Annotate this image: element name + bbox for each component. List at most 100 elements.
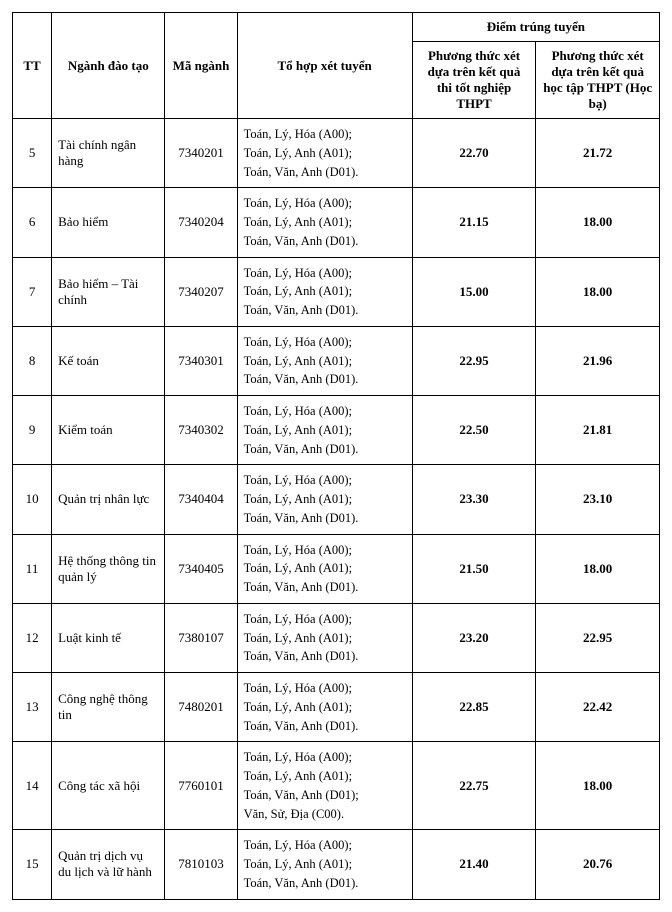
cell-tt: 14 [13, 742, 52, 830]
cell-tt: 5 [13, 119, 52, 188]
admission-scores-table: TT Ngành đào tạo Mã ngành Tổ hợp xét tuy… [12, 12, 660, 900]
cell-tt: 8 [13, 326, 52, 395]
cell-ma: 7760101 [165, 742, 237, 830]
tohop-line: Toán, Lý, Hóa (A00); [244, 748, 406, 767]
cell-score-thpt: 23.30 [412, 465, 536, 534]
cell-ma: 7340207 [165, 257, 237, 326]
cell-nganh: Kiểm toán [52, 396, 165, 465]
tohop-line: Toán, Lý, Anh (A01); [244, 490, 406, 509]
cell-tohop: Toán, Lý, Hóa (A00);Toán, Lý, Anh (A01);… [237, 465, 412, 534]
tohop-line: Toán, Văn, Anh (D01). [244, 163, 406, 182]
tohop-line: Toán, Lý, Hóa (A00); [244, 402, 406, 421]
cell-ma: 7340201 [165, 119, 237, 188]
tohop-line: Toán, Lý, Anh (A01); [244, 698, 406, 717]
cell-tt: 9 [13, 396, 52, 465]
tohop-line: Toán, Lý, Hóa (A00); [244, 194, 406, 213]
cell-nganh: Công nghệ thông tin [52, 673, 165, 742]
tohop-line: Toán, Lý, Hóa (A00); [244, 125, 406, 144]
col-ma: Mã ngành [165, 13, 237, 119]
cell-score-thpt: 22.50 [412, 396, 536, 465]
col-nganh: Ngành đào tạo [52, 13, 165, 119]
cell-ma: 7340301 [165, 326, 237, 395]
cell-nganh: Kế toán [52, 326, 165, 395]
tohop-line: Toán, Lý, Anh (A01); [244, 629, 406, 648]
cell-nganh: Quản trị nhân lực [52, 465, 165, 534]
tohop-line: Toán, Văn, Anh (D01). [244, 301, 406, 320]
table-row: 12Luật kinh tế7380107Toán, Lý, Hóa (A00)… [13, 603, 660, 672]
cell-tt: 13 [13, 673, 52, 742]
cell-tt: 6 [13, 188, 52, 257]
cell-ma: 7340204 [165, 188, 237, 257]
cell-score-hocba: 18.00 [536, 742, 660, 830]
cell-ma: 7810103 [165, 830, 237, 899]
table-row: 5Tài chính ngân hàng7340201Toán, Lý, Hóa… [13, 119, 660, 188]
tohop-line: Toán, Lý, Hóa (A00); [244, 836, 406, 855]
cell-ma: 7340404 [165, 465, 237, 534]
cell-tt: 10 [13, 465, 52, 534]
tohop-line: Toán, Văn, Anh (D01). [244, 509, 406, 528]
tohop-line: Toán, Lý, Hóa (A00); [244, 610, 406, 629]
cell-score-thpt: 21.15 [412, 188, 536, 257]
cell-tohop: Toán, Lý, Hóa (A00);Toán, Lý, Anh (A01);… [237, 119, 412, 188]
cell-score-thpt: 23.20 [412, 603, 536, 672]
table-row: 14Công tác xã hội7760101Toán, Lý, Hóa (A… [13, 742, 660, 830]
cell-score-thpt: 15.00 [412, 257, 536, 326]
cell-score-thpt: 22.95 [412, 326, 536, 395]
table-row: 8Kế toán7340301Toán, Lý, Hóa (A00);Toán,… [13, 326, 660, 395]
cell-ma: 7380107 [165, 603, 237, 672]
cell-tohop: Toán, Lý, Hóa (A00);Toán, Lý, Anh (A01);… [237, 326, 412, 395]
table-row: 9Kiểm toán7340302 Toán, Lý, Hóa (A00); Toá… [13, 396, 660, 465]
cell-ma: 7340405 [165, 534, 237, 603]
cell-tohop: Toán, Lý, Hóa (A00);Toán, Lý, Anh (A01);… [237, 673, 412, 742]
cell-tt: 15 [13, 830, 52, 899]
cell-score-hocba: 18.00 [536, 188, 660, 257]
tohop-line: Toán, Văn, Anh (D01). [244, 440, 406, 459]
tohop-line: Toán, Văn, Anh (D01). [244, 370, 406, 389]
tohop-line: Văn, Sử, Địa (C00). [244, 805, 406, 824]
tohop-line: Toán, Văn, Anh (D01). [244, 874, 406, 893]
cell-score-hocba: 18.00 [536, 257, 660, 326]
tohop-line: Toán, Lý, Anh (A01); [244, 282, 406, 301]
cell-score-hocba: 18.00 [536, 534, 660, 603]
cell-score-hocba: 21.72 [536, 119, 660, 188]
cell-score-hocba: 21.81 [536, 396, 660, 465]
tohop-line: Toán, Văn, Anh (D01). [244, 578, 406, 597]
tohop-line: Toán, Lý, Hóa (A00); [244, 541, 406, 560]
cell-score-thpt: 22.70 [412, 119, 536, 188]
tohop-line: Toán, Văn, Anh (D01). [244, 232, 406, 251]
tohop-line: Toán, Lý, Hóa (A00); [244, 679, 406, 698]
cell-tt: 12 [13, 603, 52, 672]
cell-nganh: Bảo hiểm – Tài chính [52, 257, 165, 326]
table-row: 13Công nghệ thông tin7480201Toán, Lý, Hó… [13, 673, 660, 742]
cell-tohop: Toán, Lý, Hóa (A00);Toán, Lý, Anh (A01);… [237, 742, 412, 830]
cell-score-hocba: 21.96 [536, 326, 660, 395]
table-row: 15Quản trị dịch vụ du lịch và lữ hành781… [13, 830, 660, 899]
tohop-line: Toán, Lý, Anh (A01); [244, 559, 406, 578]
cell-ma: 7340302 [165, 396, 237, 465]
cell-score-hocba: 22.95 [536, 603, 660, 672]
cell-score-hocba: 20.76 [536, 830, 660, 899]
cell-nganh: Công tác xã hội [52, 742, 165, 830]
table-row: 11Hệ thống thông tin quản lý7340405Toán,… [13, 534, 660, 603]
tohop-line: Toán, Lý, Hóa (A00); [244, 264, 406, 283]
tohop-line: Toán, Lý, Anh (A01); [244, 767, 406, 786]
tohop-line: Toán, Lý, Anh (A01); [244, 855, 406, 874]
table-header: TT Ngành đào tạo Mã ngành Tổ hợp xét tuy… [13, 13, 660, 119]
tohop-line: Toán, Lý, Anh (A01); [244, 213, 406, 232]
col-diem-group: Điểm trúng tuyển [412, 13, 659, 42]
cell-nganh: Luật kinh tế [52, 603, 165, 672]
cell-score-thpt: 22.85 [412, 673, 536, 742]
tohop-line: Toán, Lý, Hóa (A00); [244, 471, 406, 490]
tohop-line: Toán, Lý, Anh (A01); [244, 144, 406, 163]
cell-tt: 7 [13, 257, 52, 326]
cell-tohop: Toán, Lý, Hóa (A00);Toán, Lý, Anh (A01);… [237, 257, 412, 326]
col-tt: TT [13, 13, 52, 119]
tohop-line: Toán, Lý, Hóa (A00); [244, 333, 406, 352]
cell-tohop: Toán, Lý, Hóa (A00);Toán, Lý, Anh (A01);… [237, 603, 412, 672]
table-row: 7Bảo hiểm – Tài chính7340207Toán, Lý, Hó… [13, 257, 660, 326]
cell-nganh: Hệ thống thông tin quản lý [52, 534, 165, 603]
cell-nganh: Bảo hiểm [52, 188, 165, 257]
cell-tohop: Toán, Lý, Hóa (A00);Toán, Lý, Anh (A01);… [237, 534, 412, 603]
table-body: 5Tài chính ngân hàng7340201Toán, Lý, Hóa… [13, 119, 660, 900]
table-row: 10Quản trị nhân lực7340404Toán, Lý, Hóa … [13, 465, 660, 534]
